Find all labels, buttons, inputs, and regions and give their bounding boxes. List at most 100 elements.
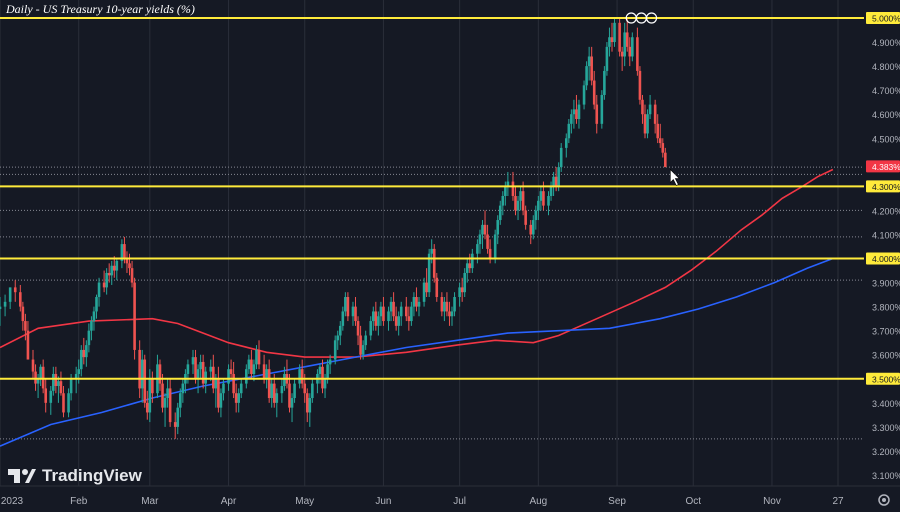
- candle-body: [31, 359, 35, 372]
- candle-body: [212, 366, 215, 389]
- candle-body: [344, 297, 347, 312]
- candle: [427, 248, 431, 298]
- candle: [178, 388, 182, 418]
- candle-body: [405, 306, 408, 317]
- candle: [407, 306, 411, 331]
- candle: [354, 297, 357, 326]
- candle: [346, 292, 350, 322]
- candle-body: [529, 224, 533, 235]
- candle: [389, 297, 393, 322]
- candle-body: [234, 393, 238, 403]
- candle: [112, 256, 116, 278]
- candle-body: [559, 147, 563, 168]
- candle: [564, 133, 568, 158]
- candle-body: [531, 220, 535, 235]
- last-price-tag-label: 4.383%: [872, 162, 900, 172]
- candle: [539, 186, 543, 211]
- candle: [24, 313, 27, 341]
- candle-body: [542, 191, 545, 206]
- candle-body: [636, 37, 639, 71]
- candle: [664, 147, 667, 168]
- price-axis-tick-label: 4.200%: [872, 206, 900, 216]
- candle: [646, 109, 649, 139]
- candle: [201, 354, 205, 389]
- candle-body: [326, 364, 329, 379]
- candle: [90, 316, 93, 341]
- candle: [610, 22, 614, 52]
- candle-body: [217, 378, 220, 408]
- candle: [595, 94, 599, 134]
- price-axis-tick-label: 3.800%: [872, 303, 900, 313]
- candle: [590, 46, 593, 86]
- candle-body: [547, 195, 550, 206]
- candle: [643, 104, 647, 139]
- candle: [105, 268, 108, 295]
- candle: [587, 46, 591, 81]
- candle: [234, 383, 238, 413]
- candle-body: [346, 297, 350, 317]
- candle: [107, 263, 111, 283]
- candle-body: [36, 378, 40, 384]
- candle: [618, 18, 621, 57]
- candle: [405, 297, 408, 322]
- candle-body: [79, 349, 83, 370]
- candle: [531, 215, 535, 240]
- candle-body: [382, 306, 385, 322]
- candle: [305, 388, 309, 423]
- price-axis-tick-label: 4.800%: [872, 62, 900, 72]
- candle: [85, 340, 88, 367]
- candle: [504, 181, 507, 206]
- candle: [13, 280, 17, 302]
- candle-body: [115, 260, 119, 271]
- candle-body: [290, 398, 294, 408]
- candle: [323, 373, 327, 399]
- candle: [217, 366, 220, 413]
- candle: [600, 90, 604, 129]
- candle: [623, 22, 626, 67]
- price-axis-tick-label: 3.100%: [872, 471, 900, 481]
- candle: [138, 340, 141, 399]
- candle: [173, 412, 177, 439]
- candle-body: [214, 378, 218, 389]
- candle-body: [280, 386, 284, 394]
- candle-body: [318, 366, 322, 374]
- time-axis-tick-label: Mar: [141, 496, 159, 507]
- candle: [232, 361, 235, 399]
- candle-body: [57, 381, 60, 387]
- candle: [468, 253, 472, 273]
- gear-icon[interactable]: [877, 493, 891, 507]
- candle-body: [112, 265, 116, 271]
- candle-body: [628, 46, 632, 57]
- candle: [577, 99, 581, 129]
- candle-body: [62, 393, 65, 413]
- candle: [318, 364, 322, 384]
- candle: [8, 287, 12, 310]
- candle: [333, 335, 337, 365]
- candle-body: [410, 306, 413, 322]
- time-axis-tick-label: 27: [832, 496, 844, 507]
- candle: [321, 359, 324, 394]
- candle: [496, 215, 500, 245]
- candle-body: [90, 321, 93, 331]
- time-axis-tick-label: Sep: [608, 496, 626, 507]
- time-axis-tick-label: Feb: [70, 496, 88, 507]
- candle: [653, 99, 657, 134]
- candle-body: [521, 191, 525, 211]
- candle-body: [168, 388, 172, 423]
- candle: [547, 191, 550, 216]
- candle-body: [130, 268, 134, 283]
- candle: [481, 220, 484, 249]
- candle: [417, 297, 421, 317]
- candle-body: [262, 364, 266, 379]
- candle: [399, 301, 403, 326]
- candle-body: [293, 383, 296, 399]
- candle: [39, 364, 42, 387]
- candle-body: [196, 369, 200, 379]
- time-axis-tick-label: Jul: [453, 496, 466, 507]
- price-axis-tick-label: 3.900%: [872, 279, 900, 289]
- candle: [567, 119, 571, 144]
- candle: [49, 386, 53, 415]
- time-axis-tick-label: Aug: [529, 496, 547, 507]
- candle-body: [311, 383, 314, 399]
- candle: [344, 292, 347, 317]
